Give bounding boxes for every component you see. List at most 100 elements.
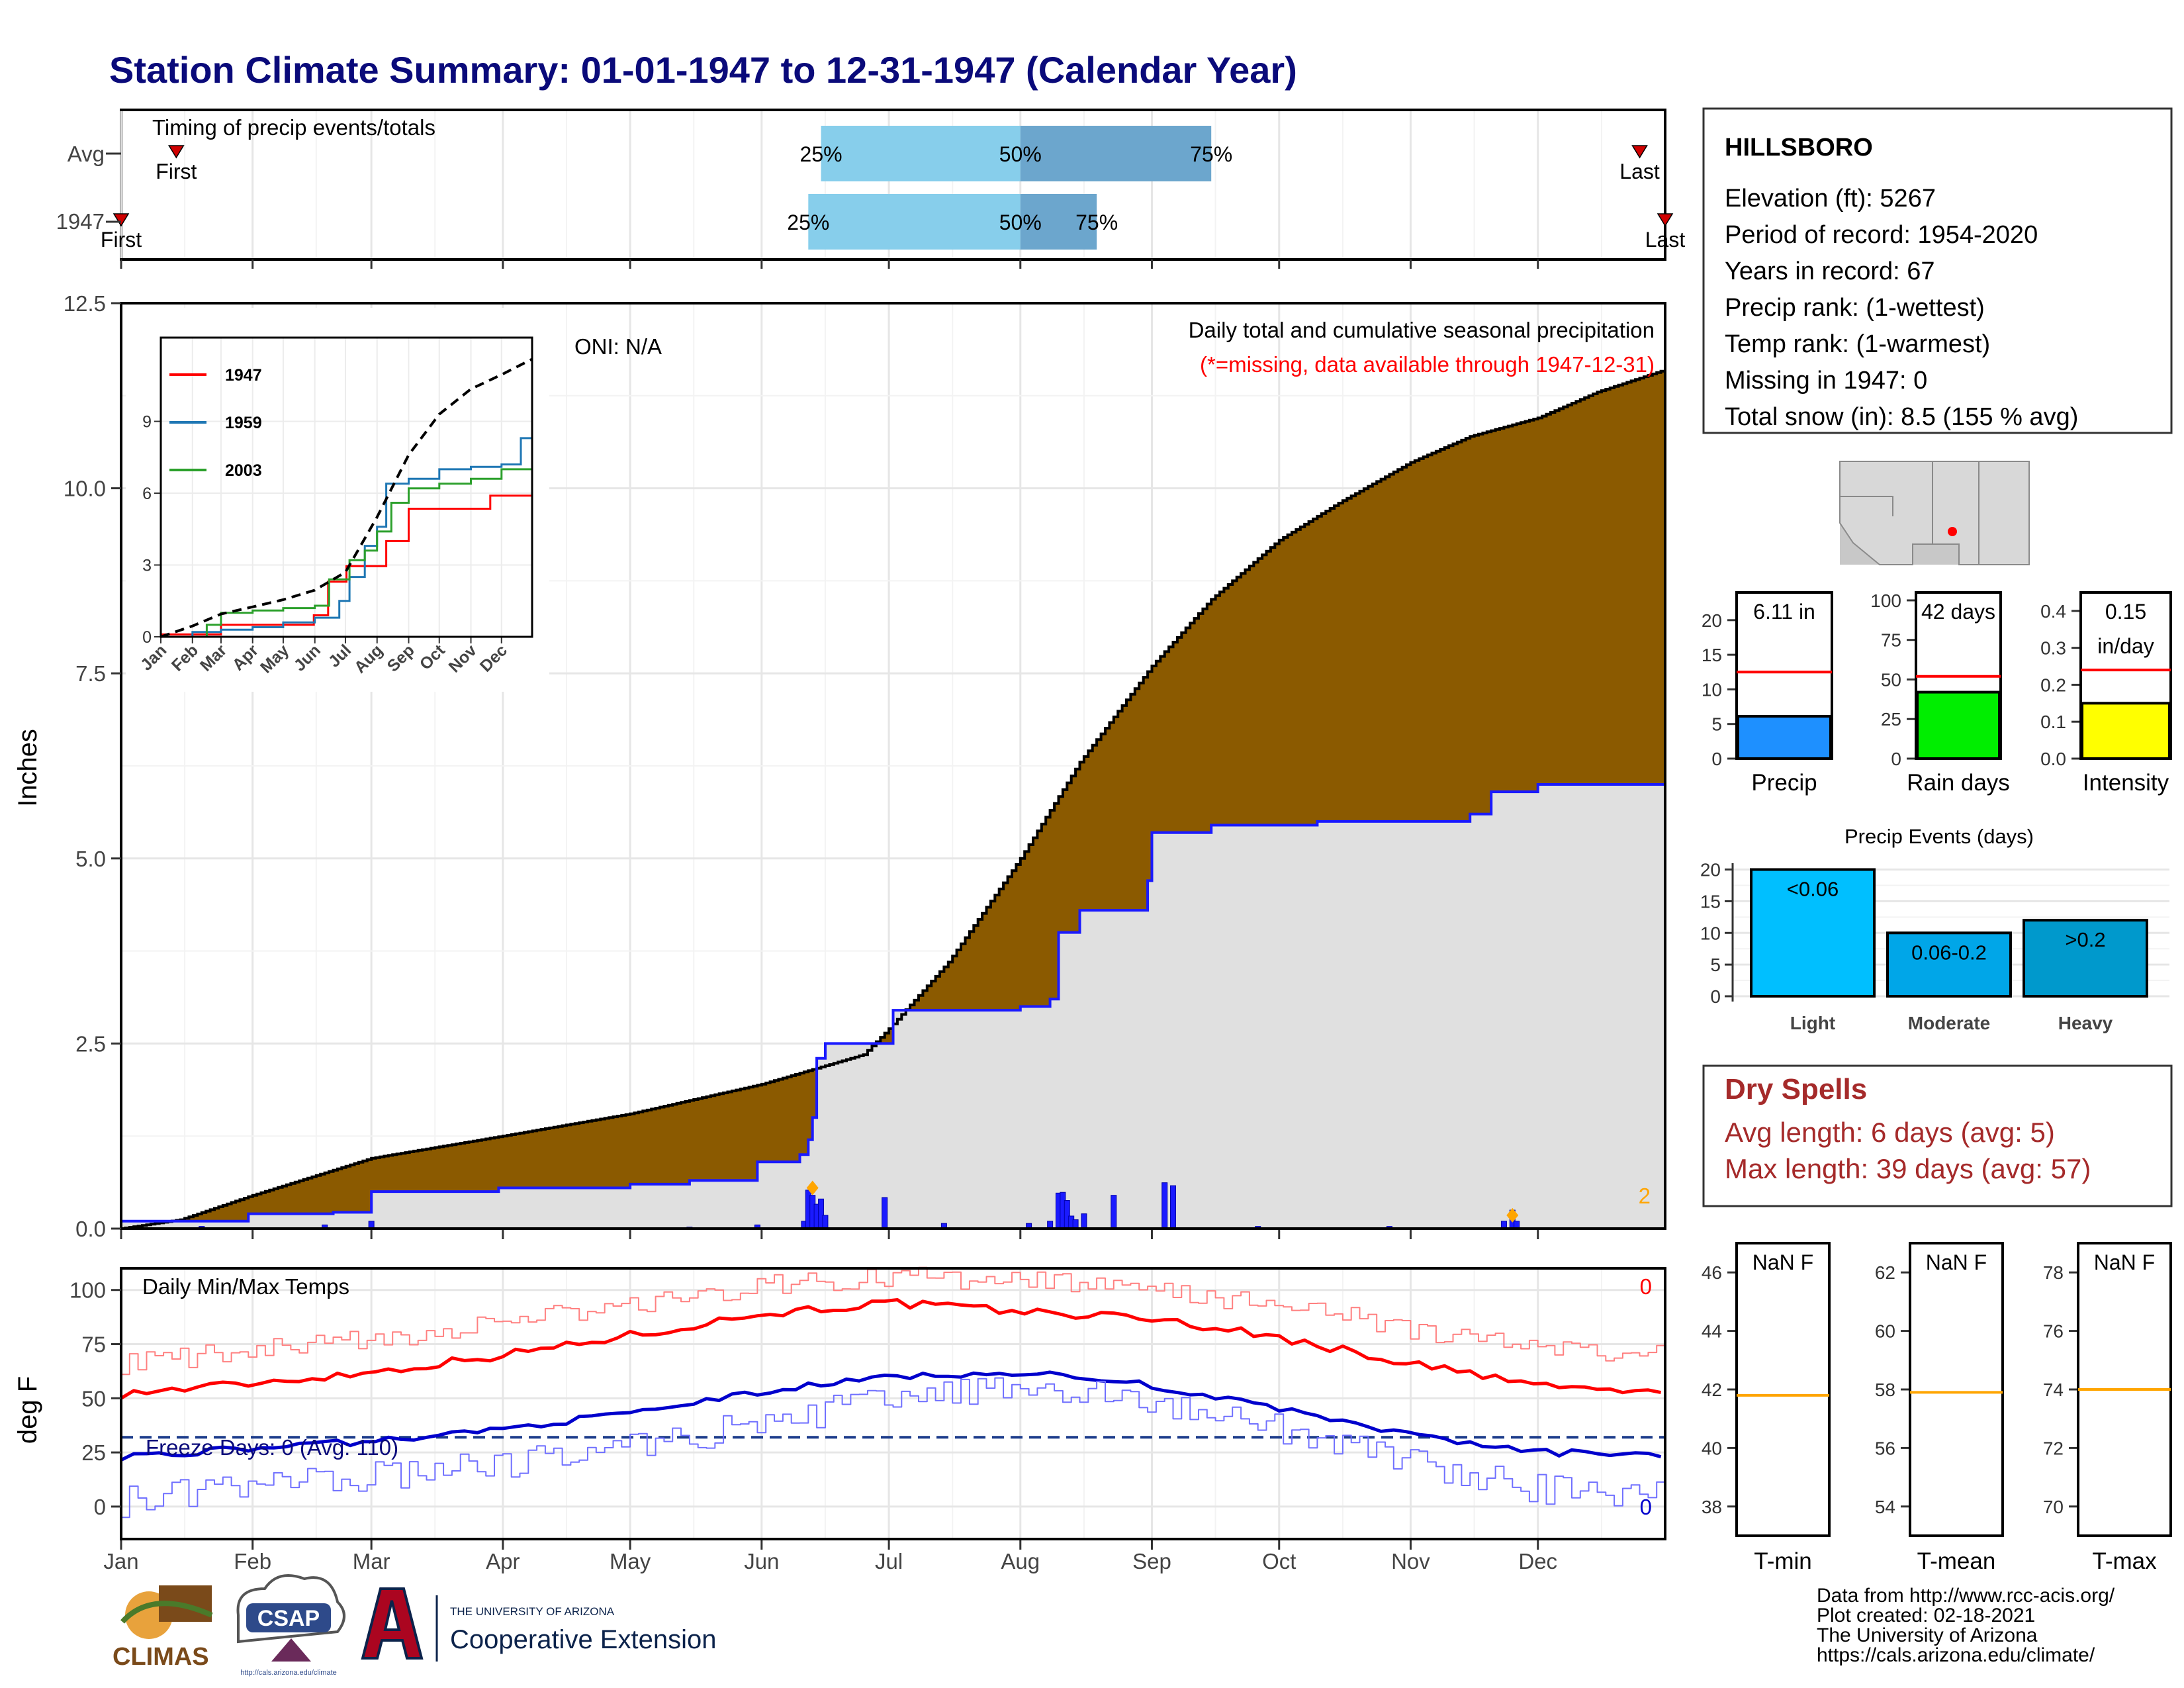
timing-title: Timing of precip events/totals — [152, 115, 435, 140]
events-y-tick-label: 5 — [1710, 955, 1721, 975]
annotation-daily: Daily total and cumulative seasonal prec… — [1189, 318, 1655, 342]
dry-avg: Avg length: 6 days (avg: 5) — [1725, 1117, 2055, 1148]
timing-grid — [120, 111, 1602, 269]
temperature-panel: 0 25 50 75 100 Jan Feb Mar Apr May Jun Jul Aug Sep Oc… — [13, 1266, 1666, 1573]
daily-precip-bar — [1161, 1182, 1168, 1229]
station-name: HILLSBORO — [1725, 134, 1873, 162]
main-y-tick-label: 0.0 — [75, 1217, 106, 1241]
inset-y-tick-label: 6 — [142, 485, 152, 503]
station-line: Precip rank: (1-wettest) — [1725, 294, 1985, 322]
inset-avg-line — [160, 357, 533, 638]
inset-y-tick-label: 0 — [142, 628, 152, 647]
tbox-y-tick-label: 38 — [1702, 1497, 1722, 1517]
daily-precip-bar — [822, 1215, 829, 1229]
timing-bar-25-50-avg — [821, 126, 1021, 181]
month-label: Jan — [103, 1549, 138, 1573]
rain-days-y-tick-label: 50 — [1881, 669, 1901, 690]
csap-wordmark: CSAP — [257, 1606, 320, 1631]
events-y-tick-label: 0 — [1710, 986, 1721, 1007]
first-marker-icon — [113, 213, 130, 227]
climas-swoosh-icon — [120, 1601, 213, 1624]
event-bar-heavy — [2023, 919, 2148, 998]
record-min-temp-line — [121, 1377, 1666, 1519]
main-y-tick-label: 10.0 — [64, 477, 106, 501]
max-count: 0 — [1640, 1274, 1652, 1299]
first-label: First — [101, 228, 142, 252]
tbox-y-tick-label: 42 — [1702, 1380, 1722, 1400]
main-marks — [121, 369, 1666, 1230]
rain-days-y-tick-label: 0 — [1891, 749, 1901, 769]
tbox-y-tick-label: 44 — [1702, 1321, 1722, 1342]
event-bar-text: <0.06 — [1787, 878, 1839, 901]
corner-count: 2 — [1639, 1184, 1651, 1208]
avg-max-temp-line — [120, 1298, 1662, 1400]
month-label: Oct — [1262, 1549, 1296, 1573]
events-title: Precip Events (days) — [1844, 825, 2034, 848]
temp-y-tick-label: 100 — [69, 1278, 106, 1303]
station-line: Temp rank: (1-warmest) — [1725, 330, 1990, 358]
timing-bar-50-75-avg — [1020, 126, 1212, 181]
events-y-tick-label: 10 — [1700, 923, 1721, 943]
inset-plot-bg — [161, 338, 532, 637]
main-y-ticks: 0.0 2.5 5.0 7.5 10.0 12.5 — [64, 291, 121, 1241]
ua-small-text: THE UNIVERSITY OF ARIZONA — [450, 1605, 615, 1618]
tbox-y-tick-label: 74 — [2043, 1380, 2064, 1400]
ua-big-text: Cooperative Extension — [450, 1625, 716, 1654]
locator-map — [1839, 461, 2030, 565]
rain-days-y-tick-label: 25 — [1881, 709, 1901, 729]
station-line: Missing in 1947: 0 — [1725, 367, 1927, 395]
precip-y-tick-label: 10 — [1702, 679, 1722, 700]
tbox-y-tick-label: 60 — [1875, 1321, 1895, 1342]
intensity-y-tick-label: 0.3 — [2040, 638, 2066, 659]
month-label: Feb — [234, 1549, 271, 1573]
timing-q25-label: 25% — [800, 142, 842, 166]
precip-bar — [1737, 715, 1832, 761]
intensity-y-tick-label: 0.4 — [2040, 601, 2066, 622]
station-line: Years in record: 67 — [1725, 258, 1935, 285]
tbox-value: NaN F — [1926, 1250, 1987, 1274]
event-bar-text: 0.06-0.2 — [1911, 941, 1987, 964]
tbox-y-tick-label: 76 — [2043, 1321, 2064, 1342]
intensity-value-label: 0.15 — [2105, 600, 2146, 624]
dry-frame — [1702, 1064, 2173, 1207]
precip-y-tick-label: 0 — [1711, 749, 1722, 769]
timing-row-1947: 1947 — [56, 209, 105, 234]
temp-y-ticks: 0 25 50 75 100 — [69, 1278, 121, 1519]
month-label: Jun — [744, 1549, 779, 1573]
tbox-y-tick-label: 46 — [1702, 1262, 1722, 1283]
inset-frame — [159, 336, 533, 638]
csap-mountain-icon — [271, 1638, 311, 1662]
intensity-y-tick-label: 0.1 — [2040, 712, 2066, 732]
dry-max: Max length: 39 days (avg: 57) — [1725, 1153, 2091, 1184]
csap-logo: CSAP http://cals.arizona.edu/climate — [236, 1574, 345, 1677]
event-bar-text: >0.2 — [2065, 928, 2105, 951]
main-frame — [120, 302, 1666, 1230]
events-y-tick-label: 20 — [1700, 860, 1721, 880]
timing-bar-50-75-1947 — [1020, 194, 1097, 250]
footer-line: Data from http://www.rcc-acis.org/ — [1817, 1585, 2115, 1607]
temp-frame — [120, 1267, 1666, 1540]
main-y-tick-label: 7.5 — [75, 661, 106, 686]
last-label: Last — [1619, 160, 1660, 183]
intensity-y-tick-label: 0.2 — [2040, 675, 2066, 695]
intensity-label: Intensity — [2083, 770, 2169, 796]
station-line: Elevation (ft): 5267 — [1725, 185, 1936, 212]
tbox-value: NaN F — [1752, 1250, 1813, 1274]
precip-y-tick-label: 20 — [1702, 610, 1722, 631]
min-count: 0 — [1640, 1495, 1652, 1519]
footer-credits: Data from http://www.rcc-acis.org/ Plot … — [1817, 1585, 2115, 1666]
logos: CLIMAS CSAP http://cals.arizona.edu/clim… — [113, 1574, 716, 1677]
station-info-box: HILLSBORO Elevation (ft): 5267 Period of… — [1702, 107, 2173, 434]
rain-days-value-label: 42 days — [1921, 600, 1995, 624]
climas-wordmark: CLIMAS — [113, 1643, 209, 1671]
timing-row-avg: Avg — [68, 142, 105, 166]
intensity-value-label: in/day — [2097, 634, 2154, 658]
temp-plot-bg — [121, 1268, 1665, 1539]
month-label: Aug — [1001, 1549, 1040, 1573]
legend-label-1959: 1959 — [225, 414, 262, 432]
inset-series-line-1959 — [161, 421, 533, 638]
last-label: Last — [1645, 228, 1686, 252]
timing-q75-label: 75% — [1190, 142, 1232, 166]
daily-precip-bar — [1170, 1185, 1177, 1229]
daily-precip-bar — [1081, 1213, 1087, 1229]
